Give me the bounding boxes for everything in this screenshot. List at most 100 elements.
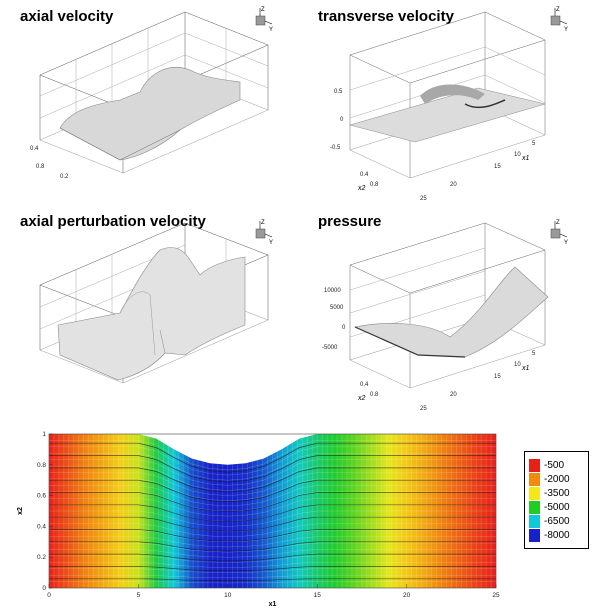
pressure-field (49, 434, 496, 588)
x1-tick: 10 (514, 362, 521, 368)
legend-swatch (529, 528, 540, 542)
pressure-plot: 10000 5000 0 -5000 5 10 15 20 25 0.4 0.8… (322, 222, 549, 412)
y-tick-label: 1 (42, 431, 46, 438)
legend-item: -6500 (529, 514, 584, 528)
x-tick-label: 25 (492, 592, 500, 599)
x2-tick: 0.4 (360, 172, 369, 178)
z-tick: 0 (342, 325, 346, 331)
streamline (49, 492, 496, 512)
y-tick-label: 0.8 (37, 462, 46, 469)
legend-item: -500 (529, 458, 584, 472)
legend-swatch (529, 458, 540, 472)
streamline (49, 578, 496, 581)
x2-axis-label: x2 (357, 185, 366, 192)
transverse-velocity-plot: 0.5 0 -0.5 5 10 15 20 25 0.4 0.8 x1 x2 (330, 11, 546, 202)
axial-perturbation-velocity-plot (39, 222, 269, 384)
x-tick-label: 5 (137, 592, 141, 599)
x2-tick: 0.8 (370, 392, 379, 398)
legend-item: -3500 (529, 486, 584, 500)
axial-velocity-panel: axial velocity 0.4 0.8 0.2 Z (0, 0, 300, 205)
color-legend: -500 -2000 -3500 -5000 -6500 -8000 (524, 451, 589, 549)
legend-item: -5000 (529, 500, 584, 514)
axial-velocity-title: axial velocity (20, 8, 114, 25)
axial-perturbation-velocity-panel: axial perturbation velocity Z Y (0, 205, 300, 415)
legend-label: -3500 (544, 487, 570, 499)
y-tick-label: 0 (42, 585, 46, 592)
x-axis-label: x1 (269, 601, 277, 608)
transverse-velocity-title: transverse velocity (318, 8, 454, 25)
x2-tick: 0.8 (370, 182, 379, 188)
z-tick: -5000 (322, 345, 338, 351)
y-tick-label: 0.4 (37, 523, 46, 530)
legend-item: -8000 (529, 528, 584, 542)
x2-axis-label: x2 (357, 395, 366, 402)
x-tick-label: 10 (224, 592, 232, 599)
z-tick: 10000 (324, 288, 341, 294)
pressure-contour-plot: 0 5 10 15 20 25 0 0.2 0.4 0.6 0.8 1 x1 x2 (17, 431, 500, 608)
legend-item: -2000 (529, 472, 584, 486)
legend-swatch (529, 500, 540, 514)
x1-tick: 20 (450, 392, 457, 398)
y-axis-label: Y (564, 240, 568, 246)
streamline (49, 529, 496, 542)
axial-velocity-plot: 0.4 0.8 0.2 (30, 11, 269, 180)
svg-text:0.2: 0.2 (60, 174, 69, 180)
z-tick: 0 (340, 117, 344, 123)
orientation-axes-icon: Z Y (550, 7, 568, 33)
streamline (49, 553, 496, 562)
orientation-axes-icon: Z Y (255, 220, 273, 246)
x1-tick: 15 (494, 164, 501, 170)
z-axis-label: Z (556, 7, 560, 13)
legend-label: -500 (544, 459, 565, 471)
x1-axis-label: x1 (521, 155, 530, 162)
streamline (49, 504, 496, 522)
orientation-axes-icon: Z Y (550, 220, 568, 246)
x-tick-label: 20 (403, 592, 411, 599)
x1-tick: 15 (494, 374, 501, 380)
y-axis-label: Y (269, 240, 273, 246)
x-tick-label: 0 (47, 592, 51, 599)
z-axis-label: Z (556, 220, 560, 226)
y-axis-label: Y (564, 27, 568, 33)
streamline (49, 442, 496, 473)
x1-tick: 5 (532, 351, 536, 357)
z-axis-label: Z (261, 7, 265, 13)
orientation-axes-icon: Z Y (255, 7, 273, 33)
y-tick-label: 0.2 (37, 554, 46, 561)
streamline (49, 479, 496, 503)
legend-swatch (529, 486, 540, 500)
pressure-panel: pressure 10000 5000 0 -5000 5 10 15 20 2… (300, 205, 600, 415)
legend-label: -6500 (544, 515, 570, 527)
x1-tick: 5 (532, 141, 536, 147)
svg-text:0.8: 0.8 (36, 164, 45, 170)
transverse-velocity-panel: transverse velocity 0.5 0 -0.5 5 10 15 2… (300, 0, 600, 205)
y-axis-label: x2 (17, 507, 24, 515)
x1-tick: 20 (450, 182, 457, 188)
streamline (49, 516, 496, 532)
y-axis-label: Y (269, 27, 273, 33)
legend-swatch (529, 472, 540, 486)
streamline (49, 455, 496, 483)
x2-tick: 0.4 (360, 382, 369, 388)
z-tick: 0.5 (334, 89, 343, 95)
pressure-title: pressure (318, 213, 382, 230)
streamline (49, 566, 496, 572)
legend-label: -5000 (544, 501, 570, 513)
svg-text:0.4: 0.4 (30, 146, 39, 152)
plot-frame (48, 433, 497, 589)
z-tick: -0.5 (330, 145, 341, 151)
legend-label: -2000 (544, 473, 570, 485)
z-axis-label: Z (261, 220, 265, 226)
x1-axis-label: x1 (521, 365, 530, 372)
x-tick-label: 15 (314, 592, 322, 599)
legend-swatch (529, 514, 540, 528)
z-tick: 5000 (330, 305, 344, 311)
x1-tick: 25 (420, 406, 427, 412)
x1-tick: 25 (420, 196, 427, 202)
x1-tick: 10 (514, 152, 521, 158)
axial-perturbation-velocity-title: axial perturbation velocity (20, 213, 206, 230)
streamline (49, 541, 496, 552)
legend-label: -8000 (544, 529, 570, 541)
streamline (49, 467, 496, 493)
y-tick-label: 0.6 (37, 493, 46, 500)
